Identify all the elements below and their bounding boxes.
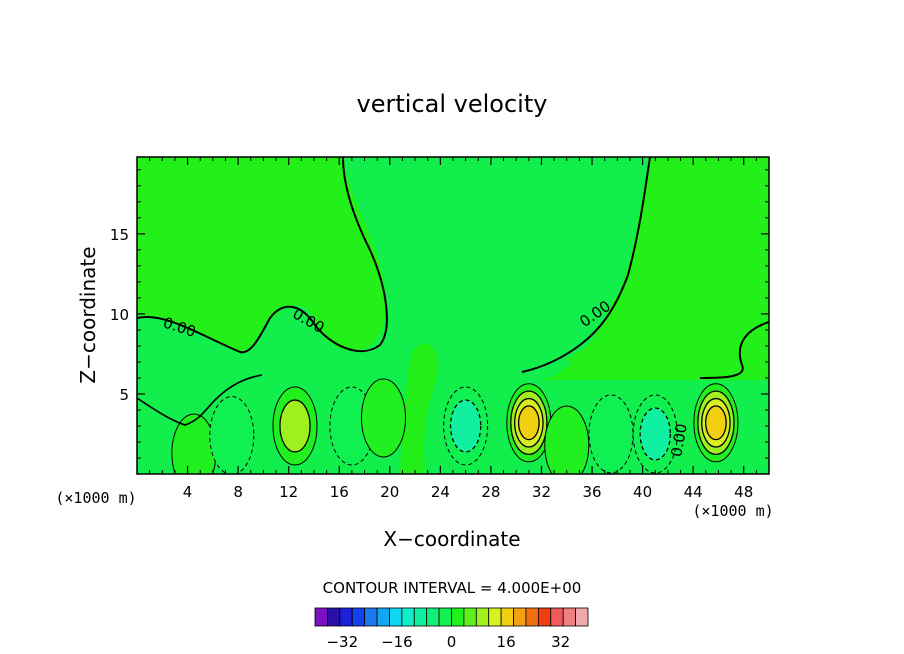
colorbar-cell xyxy=(426,607,440,627)
downdraft-contour xyxy=(209,396,255,474)
zero-contour-lower-left xyxy=(137,374,263,426)
colorbar-cell xyxy=(488,607,502,627)
colorbar-cell xyxy=(550,607,564,627)
contour-interval-text: CONTOUR INTERVAL = 4.000E+00 xyxy=(323,579,582,597)
colorbar-cell xyxy=(339,607,353,627)
x-tick-label: 32 xyxy=(532,483,551,501)
x-axis-ticks: 4 8 12 16 20 24 28 32 36 40 44 48 xyxy=(149,157,757,501)
colorbar-cell xyxy=(463,607,477,627)
updraft-contour xyxy=(517,405,540,441)
x-tick-label: 36 xyxy=(582,483,601,501)
zero-contour-left xyxy=(137,157,388,354)
updraft-contour xyxy=(360,378,406,458)
colorbar-cell xyxy=(401,607,415,627)
x-unit-right: (×1000 m) xyxy=(692,502,773,520)
colorbar-cell xyxy=(351,607,366,627)
zero-contour-far-right xyxy=(699,321,769,379)
colorbar xyxy=(314,607,589,627)
colorbar-cell xyxy=(364,607,378,627)
colorbar-tick-label: 0 xyxy=(447,633,457,651)
colorbar-cell xyxy=(537,607,552,627)
x-unit-left: (×1000 m) xyxy=(55,489,136,507)
x-tick-label: 48 xyxy=(734,483,753,501)
x-tick-label: 24 xyxy=(431,483,450,501)
contour-cells xyxy=(171,378,739,474)
colorbar-cell xyxy=(513,607,527,627)
colorbar-cell xyxy=(314,607,328,627)
x-tick-label: 16 xyxy=(330,483,349,501)
colorbar-cell xyxy=(376,607,390,627)
x-tick-label: 28 xyxy=(481,483,500,501)
colorbar-tick-label: −16 xyxy=(381,633,413,651)
colorbar-tick-labels: −32 −16 0 16 32 xyxy=(326,633,570,651)
x-tick-label: 40 xyxy=(633,483,652,501)
y-axis-ticks: 5 10 15 xyxy=(110,169,769,459)
x-axis-label: X−coordinate xyxy=(383,527,520,551)
updraft-contour xyxy=(544,405,590,474)
y-tick-label: 10 xyxy=(110,306,129,324)
colorbar-cell xyxy=(500,607,514,627)
colorbar-cell xyxy=(438,607,452,627)
colorbar-cell xyxy=(327,607,341,627)
colorbar-tick-label: 32 xyxy=(551,633,570,651)
updraft-contour xyxy=(171,413,217,474)
colorbar-cell xyxy=(413,607,428,627)
y-tick-label: 5 xyxy=(119,386,129,404)
colorbar-tick-label: 16 xyxy=(497,633,516,651)
colorbar-cell xyxy=(475,607,490,627)
colorbar-cell xyxy=(562,607,576,627)
contour-field xyxy=(137,157,769,474)
x-tick-label: 12 xyxy=(279,483,298,501)
colorbar-cell xyxy=(389,607,403,627)
y-axis-label: Z−coordinate xyxy=(76,246,100,383)
downdraft-contour xyxy=(639,407,671,461)
updraft-contour xyxy=(279,399,311,453)
colorbar-tick-label: −32 xyxy=(326,633,358,651)
upper-right-region xyxy=(565,157,769,379)
y-tick-label: 15 xyxy=(110,226,129,244)
colorbar-cell xyxy=(451,607,465,627)
downdraft-contour xyxy=(449,399,482,453)
center-column xyxy=(400,343,439,474)
zero-contour-right xyxy=(521,157,651,373)
colorbar-cell xyxy=(525,607,539,627)
x-tick-label: 8 xyxy=(233,483,243,501)
x-tick-label: 4 xyxy=(183,483,193,501)
updraft-contour xyxy=(705,405,727,441)
contour-label-bottom: 0.00 xyxy=(667,422,691,458)
colorbar-cell xyxy=(575,607,589,627)
downdraft-contour xyxy=(588,394,634,474)
x-tick-label: 20 xyxy=(380,483,399,501)
chart-title: vertical velocity xyxy=(357,90,548,118)
x-tick-label: 44 xyxy=(684,483,703,501)
